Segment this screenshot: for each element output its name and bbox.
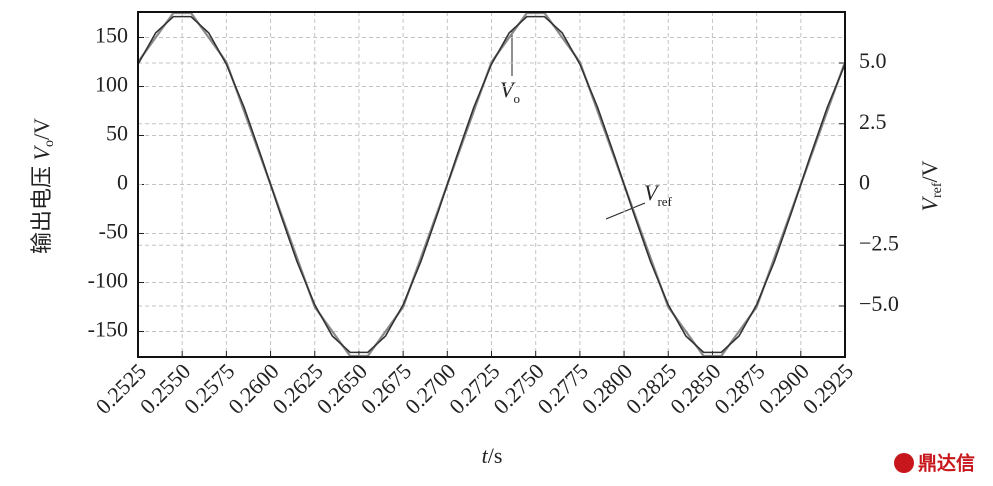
x-tick-label: 0.2925 (798, 358, 858, 418)
x-tick-label: 0.2750 (488, 358, 548, 418)
annotation-var: V (500, 77, 516, 102)
x-tick-label: 0.2875 (709, 358, 769, 418)
annotation-sub: o (513, 91, 520, 106)
plot-frame (137, 11, 846, 358)
y-label-sub: o (42, 140, 57, 147)
y-label-var: V (29, 144, 54, 160)
y2-tick-label: −5.0 (859, 291, 899, 316)
y-tick-label: 150 (95, 23, 128, 48)
series-line (137, 15, 846, 354)
x-tick-label: 0.2900 (753, 358, 813, 418)
x-tick-label: 0.2700 (400, 358, 460, 418)
y-tick-label: 0 (117, 170, 128, 195)
x-tick-label: 0.2825 (621, 358, 681, 418)
y2-tick-label: −2.5 (859, 230, 899, 255)
y2-axis-label: Vref/V (917, 160, 945, 211)
watermark-logo (894, 453, 914, 473)
x-tick-label: 0.2675 (356, 358, 416, 418)
y2-tick-label: 2.5 (859, 109, 887, 134)
x-tick-label: 0.2600 (223, 358, 283, 418)
x-tick-label: 0.2775 (533, 358, 593, 418)
y2-tick-label: 5.0 (859, 48, 887, 73)
y-tick-label: -50 (99, 219, 128, 244)
annotation-sub: ref (657, 194, 672, 209)
x-axis-label: t/s (482, 443, 503, 468)
x-tick-label: 0.2575 (179, 358, 239, 418)
y-tick-label: 100 (95, 72, 128, 97)
annotation-pointer (605, 202, 646, 220)
y2-label-unit: /V (917, 160, 942, 182)
y-axis-label: 输出电压 Vo/V (29, 118, 57, 254)
x-tick-label: 0.2650 (312, 358, 372, 418)
y-tick-label: -150 (88, 317, 128, 342)
x-tick-label: 0.2550 (135, 358, 195, 418)
y-tick-label: 50 (106, 121, 128, 146)
watermark: 鼎达信 (918, 452, 975, 475)
x-tick-label: 0.2525 (91, 358, 151, 418)
annotation: Vo (500, 77, 520, 106)
y2-label-sub: ref (930, 182, 945, 198)
annotation-var: V (644, 180, 660, 205)
x-tick-label: 0.2725 (444, 358, 504, 418)
x-label-var: t (482, 443, 489, 468)
x-label-unit: /s (488, 443, 503, 468)
x-tick-label: 0.2850 (665, 358, 725, 418)
annotation: Vref (644, 180, 673, 209)
y2-tick-label: 0 (859, 170, 870, 195)
y2-label-var: V (917, 196, 942, 212)
x-tick-label: 0.2625 (267, 358, 327, 418)
y-label-text: 输出电压 (29, 160, 54, 254)
y-tick-label: -100 (88, 268, 128, 293)
x-tick-label: 0.2800 (577, 358, 637, 418)
y-label-unit: /V (29, 118, 54, 140)
